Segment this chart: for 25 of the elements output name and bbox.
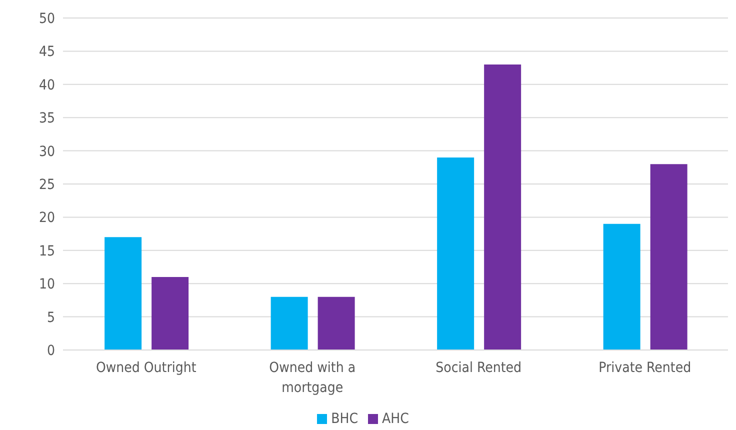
bar: [603, 224, 640, 350]
y-tick-label: 45: [38, 44, 55, 60]
legend-label: BHC: [331, 411, 358, 427]
y-tick-label: 0: [46, 342, 55, 359]
x-tick-label: Social Rented: [436, 360, 522, 376]
y-tick-label: 30: [38, 144, 55, 160]
y-tick-label: 25: [38, 176, 55, 193]
y-tick-label: 5: [46, 310, 55, 326]
bar: [270, 296, 308, 350]
y-tick-label: 50: [38, 10, 55, 27]
bar: [318, 296, 355, 350]
y-tick-label: 10: [38, 276, 55, 293]
x-tick-label: Private Rented: [598, 360, 692, 376]
y-tick-label: 15: [38, 243, 55, 260]
bar: [437, 157, 474, 350]
legend-label: AHC: [382, 411, 409, 427]
y-tick-label: 40: [38, 77, 55, 94]
bar: [152, 276, 189, 350]
bar: [650, 164, 688, 350]
x-tick-label: Owned Outright: [96, 360, 196, 376]
x-tick-label: Owned with a mortgage: [269, 360, 356, 396]
y-tick-label: 35: [38, 110, 55, 127]
bar: [104, 237, 142, 350]
y-tick-label: 20: [38, 210, 55, 226]
bar: [484, 64, 522, 350]
